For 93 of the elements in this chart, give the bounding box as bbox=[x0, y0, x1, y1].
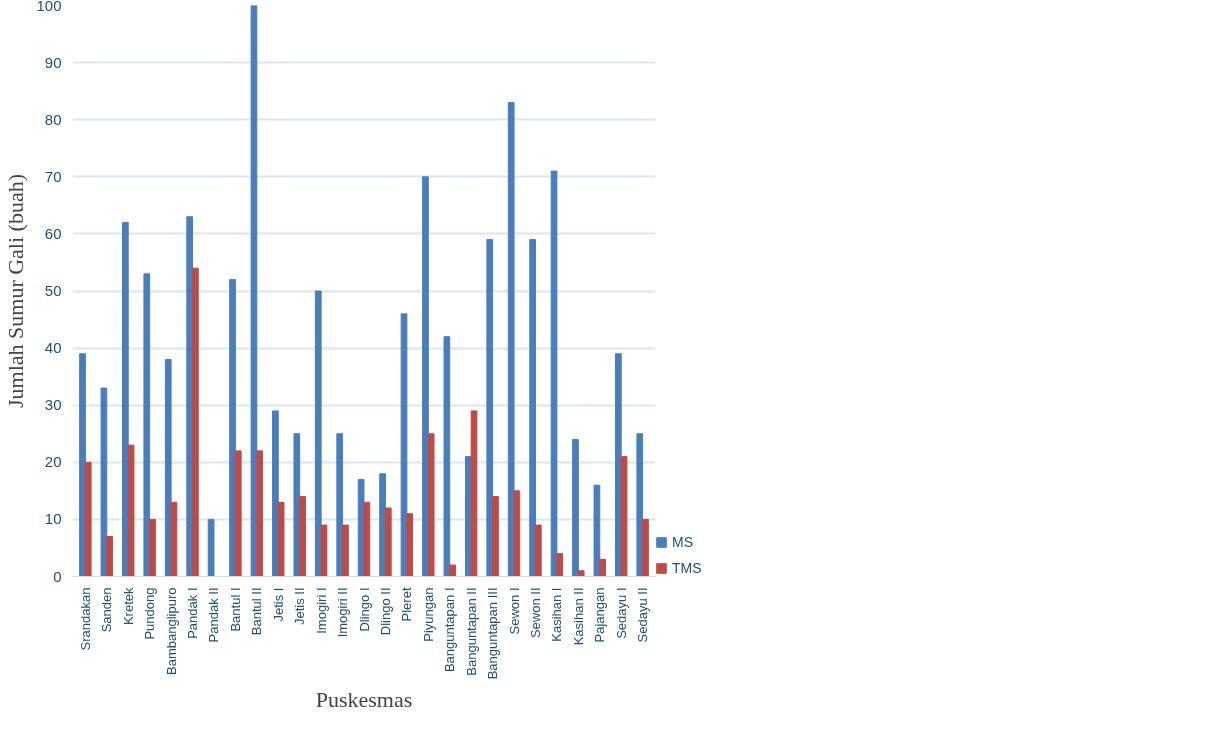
x-tick-label: Sewon II bbox=[527, 587, 543, 639]
bar bbox=[507, 102, 515, 577]
y-tick-label: 50 bbox=[44, 282, 62, 299]
bar bbox=[513, 490, 521, 577]
y-tick-label: 100 bbox=[36, 0, 62, 14]
bar bbox=[336, 433, 344, 577]
bar bbox=[192, 267, 199, 577]
y-tick-label: 40 bbox=[44, 339, 62, 357]
x-tick-label: Sanden bbox=[99, 587, 115, 633]
bar bbox=[79, 353, 86, 577]
bar bbox=[492, 496, 499, 577]
bar bbox=[342, 524, 349, 577]
bar bbox=[143, 273, 151, 577]
x-tick-label: Pandak II bbox=[206, 587, 222, 643]
bar bbox=[277, 501, 285, 577]
y-tick-label: 0 bbox=[53, 567, 62, 585]
x-axis-title: Puskesmas bbox=[315, 687, 413, 713]
bar bbox=[256, 450, 264, 577]
y-tick-label: 10 bbox=[44, 510, 62, 528]
bar bbox=[100, 387, 108, 577]
bar bbox=[534, 524, 542, 577]
bar bbox=[422, 176, 429, 577]
y-tick-label: 70 bbox=[44, 167, 62, 185]
bar bbox=[470, 410, 478, 577]
bar bbox=[207, 518, 215, 577]
bar bbox=[642, 518, 649, 577]
bar bbox=[529, 239, 536, 577]
bar bbox=[406, 513, 414, 577]
x-tick-label: Bantul II bbox=[249, 587, 265, 636]
x-tick-label: Sedayu I bbox=[613, 587, 629, 639]
bar bbox=[170, 501, 178, 577]
bar bbox=[379, 473, 386, 577]
y-tick-label: 90 bbox=[44, 53, 62, 71]
x-tick-label: Kasihan I bbox=[549, 587, 565, 642]
y-axis-title: Jumlah Sumur Gali (buah) bbox=[3, 173, 29, 409]
bar bbox=[620, 456, 628, 577]
bar bbox=[449, 564, 456, 577]
bar bbox=[293, 433, 301, 577]
bar bbox=[486, 239, 494, 577]
x-tick-label: Srandakan bbox=[77, 587, 93, 651]
bar bbox=[127, 444, 135, 577]
bar bbox=[314, 290, 322, 577]
bar bbox=[593, 484, 601, 577]
x-tick-label: Piyungan bbox=[420, 587, 436, 642]
x-tick-label: Imogiri II bbox=[335, 587, 351, 638]
x-tick-label: Pleret bbox=[399, 587, 415, 622]
x-tick-label: Kretek bbox=[120, 587, 136, 626]
y-tick-label: 30 bbox=[44, 396, 62, 414]
bar bbox=[106, 536, 114, 577]
bar bbox=[427, 433, 435, 577]
bar bbox=[234, 450, 242, 577]
x-tick-label: Imogiri I bbox=[313, 587, 329, 634]
bar bbox=[443, 336, 451, 577]
y-tick-label: 60 bbox=[44, 224, 62, 242]
bar bbox=[299, 496, 306, 577]
bar bbox=[577, 570, 585, 577]
bar bbox=[572, 438, 579, 577]
bar bbox=[636, 433, 644, 577]
x-tick-label: Banguntapan I bbox=[442, 587, 458, 673]
bar bbox=[320, 524, 328, 577]
bar bbox=[556, 553, 564, 577]
x-tick-label: Banguntapan III bbox=[485, 587, 501, 680]
bar bbox=[614, 353, 622, 577]
bar bbox=[122, 221, 129, 577]
bar bbox=[229, 279, 236, 577]
bar bbox=[400, 313, 408, 577]
bar bbox=[384, 507, 392, 577]
x-tick-label: Pandak I bbox=[185, 587, 201, 639]
x-tick-label: Jetis II bbox=[292, 587, 308, 626]
x-tick-label: Kasihan II bbox=[570, 587, 586, 646]
x-tick-label: Bambanglipuro bbox=[163, 587, 179, 675]
x-tick-label: Pajangan bbox=[592, 587, 608, 643]
bar bbox=[164, 359, 172, 577]
x-tick-label: Dlingo II bbox=[377, 587, 393, 636]
x-tick-label: Banguntapan II bbox=[463, 587, 479, 676]
y-tick-label: 20 bbox=[44, 453, 62, 471]
bar bbox=[272, 410, 279, 577]
legend-label: TMS bbox=[672, 560, 702, 576]
x-tick-label: Pundong bbox=[142, 587, 158, 640]
x-tick-label: Sedayu II bbox=[635, 587, 651, 643]
bar bbox=[149, 518, 156, 577]
x-tick-label: Dlingo I bbox=[356, 587, 372, 632]
bar bbox=[599, 558, 606, 577]
bar bbox=[84, 461, 92, 577]
bar bbox=[186, 216, 194, 577]
bar bbox=[550, 170, 558, 577]
x-tick-label: Sewon I bbox=[506, 587, 522, 635]
x-tick-label: Jetis I bbox=[270, 587, 286, 622]
x-tick-label: Bantul I bbox=[227, 587, 243, 632]
legend-label: MS bbox=[672, 534, 693, 550]
bar bbox=[250, 5, 258, 577]
bar bbox=[363, 501, 371, 577]
y-tick-label: 80 bbox=[44, 110, 62, 128]
